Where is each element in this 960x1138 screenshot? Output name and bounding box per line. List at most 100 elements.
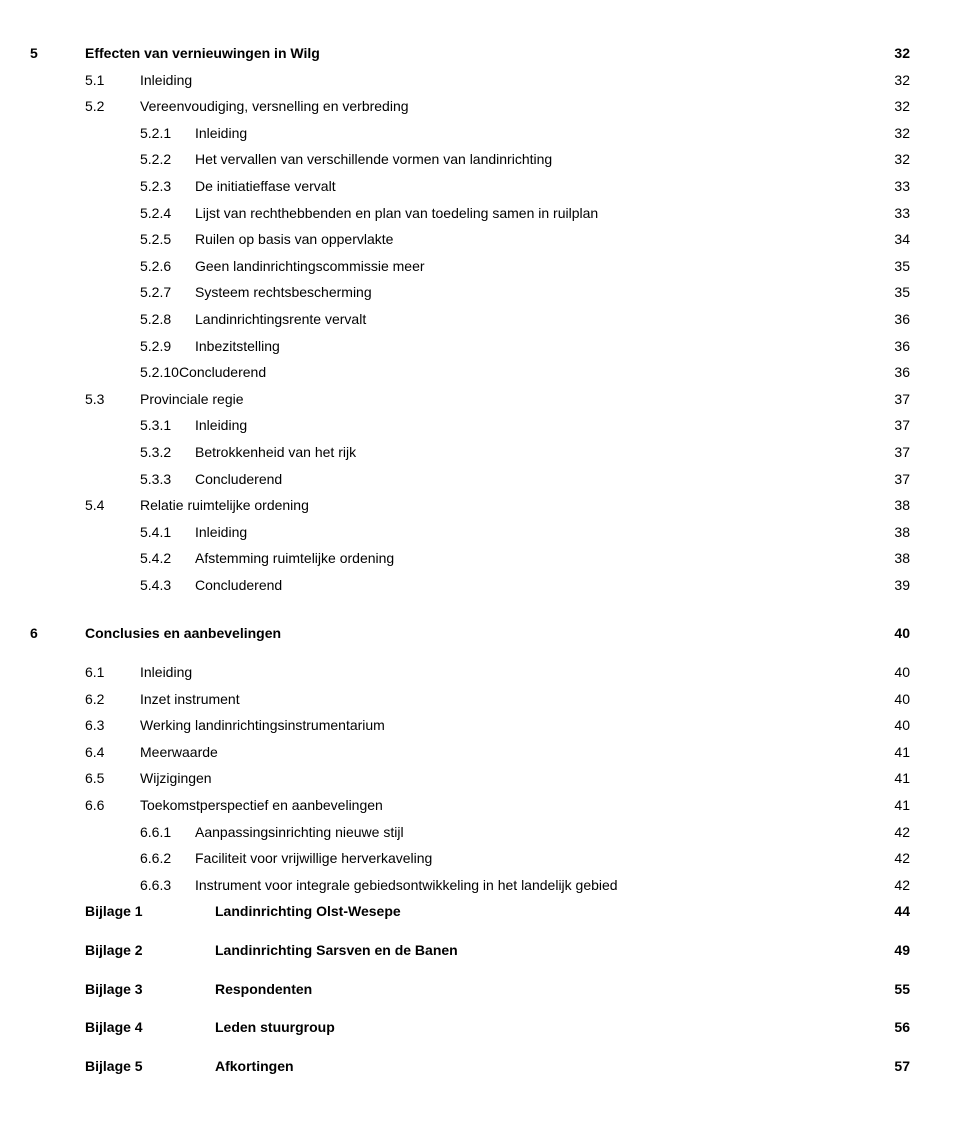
toc-subsection-number: 5.2.5 <box>140 226 195 253</box>
toc-entry-page: 36 <box>870 359 910 386</box>
toc-entry-label: 6.6.1Aanpassingsinrichting nieuwe stijl <box>30 819 870 846</box>
toc-entry-label: 6.2Inzet instrument <box>30 686 870 713</box>
toc-entry-label: 6.6.2Faciliteit voor vrijwillige herverk… <box>30 845 870 872</box>
toc-gap <box>30 964 910 976</box>
toc-subsection-title: Inleiding <box>195 417 247 433</box>
toc-entry: Bijlage 2Landinrichting Sarsven en de Ba… <box>30 937 910 964</box>
toc-subsection-number: 6.6.2 <box>140 845 195 872</box>
toc-entry-page: 40 <box>870 712 910 739</box>
toc-entry: Bijlage 4Leden stuurgroup56 <box>30 1014 910 1041</box>
toc-entry-label: 5.2.2Het vervallen van verschillende vor… <box>30 146 870 173</box>
toc-subsection-title: Ruilen op basis van oppervlakte <box>195 231 393 247</box>
toc-entry: Bijlage 5Afkortingen57 <box>30 1053 910 1080</box>
toc-subsection-number: 6.6.1 <box>140 819 195 846</box>
toc-entry-page: 39 <box>870 572 910 599</box>
toc-entry-page: 44 <box>870 898 910 925</box>
toc-entry: 5.3.2Betrokkenheid van het rijk37 <box>30 439 910 466</box>
toc-section-number: 6.3 <box>85 712 140 739</box>
toc-entry-page: 35 <box>870 279 910 306</box>
toc-entry-label: 5.4.2Afstemming ruimtelijke ordening <box>30 545 870 572</box>
toc-subsection-number: 5.3.2 <box>140 439 195 466</box>
toc-subsection-title: Inleiding <box>195 125 247 141</box>
toc-appendix-title: Respondenten <box>215 981 312 997</box>
toc-entry: 6.1Inleiding40 <box>30 659 910 686</box>
toc-entry-label: 6Conclusies en aanbevelingen <box>30 620 870 647</box>
toc-entry-page: 49 <box>870 937 910 964</box>
toc-entry-label: 5.2.3De initiatieffase vervalt <box>30 173 870 200</box>
toc-subsection-title: Faciliteit voor vrijwillige herverkaveli… <box>195 850 432 866</box>
toc-entry: 5.2.4Lijst van rechthebbenden en plan va… <box>30 200 910 227</box>
toc-entry: 6.6Toekomstperspectief en aanbevelingen4… <box>30 792 910 819</box>
toc-appendix-title: Leden stuurgroup <box>215 1019 335 1035</box>
toc-entry-label: 5.4Relatie ruimtelijke ordening <box>30 492 870 519</box>
toc-subsection-title: Het vervallen van verschillende vormen v… <box>195 151 552 167</box>
toc-entry-page: 37 <box>870 439 910 466</box>
toc-gap <box>30 647 910 659</box>
toc-entry: 5.3.3Concluderend37 <box>30 466 910 493</box>
toc-entry-page: 38 <box>870 545 910 572</box>
toc-entry-page: 36 <box>870 306 910 333</box>
toc-entry: 5.2.2Het vervallen van verschillende vor… <box>30 146 910 173</box>
toc-entry-label: 5.4.3Concluderend <box>30 572 870 599</box>
toc-subsection-number: 5.2.4 <box>140 200 195 227</box>
toc-entry-page: 42 <box>870 872 910 899</box>
toc-entry: 6.6.3Instrument voor integrale gebiedson… <box>30 872 910 899</box>
toc-subsection-title: Concluderend <box>195 471 282 487</box>
toc-chapter-number: 6 <box>30 620 85 647</box>
toc-chapter-title: Effecten van vernieuwingen in Wilg <box>85 45 320 61</box>
toc-section-number: 6.5 <box>85 765 140 792</box>
toc-entry-label: 6.6.3Instrument voor integrale gebiedson… <box>30 872 870 899</box>
toc-section-title: Wijzigingen <box>140 770 212 786</box>
toc-subsection-title: Landinrichtingsrente vervalt <box>195 311 366 327</box>
toc-entry-label: 6.3Werking landinrichtingsinstrumentariu… <box>30 712 870 739</box>
toc-entry: 6.2Inzet instrument40 <box>30 686 910 713</box>
toc-appendix-title: Landinrichting Sarsven en de Banen <box>215 942 458 958</box>
toc-entry-page: 55 <box>870 976 910 1003</box>
toc-entry-page: 35 <box>870 253 910 280</box>
toc-entry-label: 5.4.1Inleiding <box>30 519 870 546</box>
toc-entry-page: 37 <box>870 386 910 413</box>
toc-section-number: 6.1 <box>85 659 140 686</box>
toc-subsection-number: 5.4.1 <box>140 519 195 546</box>
toc-entry: 5.4.3Concluderend39 <box>30 572 910 599</box>
toc-subsection-number: 5.2.1 <box>140 120 195 147</box>
toc-subsection-number: 5.2.9 <box>140 333 195 360</box>
toc-entry-page: 33 <box>870 200 910 227</box>
toc-entry: 5.3.1Inleiding37 <box>30 412 910 439</box>
toc-entry-page: 36 <box>870 333 910 360</box>
toc-entry: 5.2.5Ruilen op basis van oppervlakte34 <box>30 226 910 253</box>
toc-entry: 5.3Provinciale regie37 <box>30 386 910 413</box>
toc-chapter-title: Conclusies en aanbevelingen <box>85 625 281 641</box>
toc-entry: 6.5Wijzigingen41 <box>30 765 910 792</box>
toc-entry-label: 5.2.5Ruilen op basis van oppervlakte <box>30 226 870 253</box>
toc-entry-label: 5.2.4Lijst van rechthebbenden en plan va… <box>30 200 870 227</box>
toc-gap <box>30 1041 910 1053</box>
toc-entry: 5.2.3De initiatieffase vervalt33 <box>30 173 910 200</box>
toc-entry-label: Bijlage 3Respondenten <box>30 976 870 1003</box>
toc-entry: 6.6.2Faciliteit voor vrijwillige herverk… <box>30 845 910 872</box>
toc-section-title: Meerwaarde <box>140 744 218 760</box>
toc-entry-page: 33 <box>870 173 910 200</box>
toc-entry: 5.2.10Concluderend36 <box>30 359 910 386</box>
toc-subsection-number: 5.4.2 <box>140 545 195 572</box>
toc-appendix-number: Bijlage 5 <box>85 1053 215 1080</box>
toc-entry-page: 42 <box>870 819 910 846</box>
toc-entry-page: 37 <box>870 412 910 439</box>
toc-appendix-title: Landinrichting Olst-Wesepe <box>215 903 401 919</box>
toc-subsection-title: De initiatieffase vervalt <box>195 178 336 194</box>
toc-subsection-title: Aanpassingsinrichting nieuwe stijl <box>195 824 404 840</box>
toc-subsection-title: Concluderend <box>195 577 282 593</box>
toc-subsection-title: Inleiding <box>195 524 247 540</box>
toc-entry: 5.1Inleiding32 <box>30 67 910 94</box>
toc-subsection-number: 5.2.8 <box>140 306 195 333</box>
toc-subsection-number: 5.2.3 <box>140 173 195 200</box>
toc-gap <box>30 1002 910 1014</box>
toc-subsection-title: Afstemming ruimtelijke ordening <box>195 550 394 566</box>
toc-entry: 6Conclusies en aanbevelingen40 <box>30 620 910 647</box>
toc-subsection-number: 5.2.10 <box>140 364 179 380</box>
toc-entry-label: 5.3.2Betrokkenheid van het rijk <box>30 439 870 466</box>
toc-entry-page: 40 <box>870 659 910 686</box>
toc-entry: 5.4.2Afstemming ruimtelijke ordening38 <box>30 545 910 572</box>
toc-entry: 5.2.8Landinrichtingsrente vervalt 36 <box>30 306 910 333</box>
toc-chapter-number: 5 <box>30 40 85 67</box>
